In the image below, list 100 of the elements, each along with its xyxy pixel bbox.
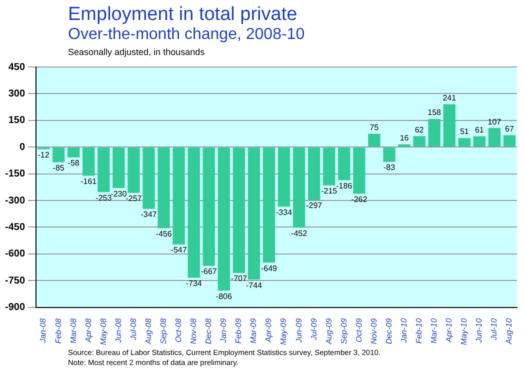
data-label: 158 xyxy=(428,108,442,118)
data-label: -452 xyxy=(291,228,308,238)
bar xyxy=(443,104,456,147)
x-tick-label: May-09 xyxy=(279,318,288,346)
bar xyxy=(428,118,440,147)
x-tick-label: Sep-09 xyxy=(339,318,348,344)
x-tick-label: Apr-09 xyxy=(264,318,274,344)
x-tick-label: Oct-09 xyxy=(354,318,364,342)
bar xyxy=(383,148,396,162)
data-label: -215 xyxy=(321,186,338,196)
bar xyxy=(262,148,276,263)
data-label: -257 xyxy=(126,194,142,204)
x-tick-label: May-08 xyxy=(98,318,108,346)
bar xyxy=(488,128,501,147)
chart-title: Employment in total private xyxy=(68,4,298,25)
data-label: -253 xyxy=(96,193,112,202)
bar xyxy=(188,148,200,278)
bar xyxy=(308,148,320,200)
data-label: -186 xyxy=(336,181,353,190)
data-label: 51 xyxy=(460,127,470,136)
x-tick-label: Apr-10 xyxy=(444,318,454,344)
x-tick-label: Jan-10 xyxy=(399,318,408,344)
x-tick-label: Dec-08 xyxy=(204,318,214,344)
data-label: -734 xyxy=(186,278,202,288)
data-label: -707 xyxy=(230,274,248,284)
bar xyxy=(458,138,470,147)
data-label: 241 xyxy=(442,93,457,102)
data-label: 107 xyxy=(488,117,502,126)
bar xyxy=(292,148,306,228)
bar xyxy=(202,148,215,266)
x-tick-label: Jun-09 xyxy=(294,318,304,344)
x-tick-label: Jul-09 xyxy=(309,318,318,342)
x-tick-label: Feb-10 xyxy=(414,318,424,344)
data-label: -262 xyxy=(351,194,368,204)
x-tick-label: Apr-08 xyxy=(84,318,93,344)
data-label: -744 xyxy=(246,280,263,290)
y-tick-label: 150 xyxy=(8,115,26,126)
bar xyxy=(323,148,336,186)
bar xyxy=(142,148,155,209)
x-tick-label: Dec-09 xyxy=(384,318,394,344)
x-tick-label: Sep-08 xyxy=(158,318,168,344)
x-tick-label: Jun-10 xyxy=(474,318,484,344)
data-label: -297 xyxy=(306,201,323,210)
x-tick-label: Mar-08 xyxy=(68,318,78,344)
y-tick-label: -450 xyxy=(5,222,26,233)
data-label: -649 xyxy=(260,264,278,273)
chart-subtitle: Over-the-month change, 2008-10 xyxy=(68,25,306,44)
bar xyxy=(278,148,290,207)
y-tick-label: -300 xyxy=(5,195,26,206)
x-tick-label: Jul-10 xyxy=(490,318,499,342)
x-tick-label: Jan-09 xyxy=(219,318,228,344)
x-tick-label: Jul-08 xyxy=(128,318,138,342)
bar xyxy=(52,148,65,162)
x-tick-label: Aug-10 xyxy=(504,318,514,346)
y-tick-label: -900 xyxy=(5,302,26,314)
data-label: 16 xyxy=(400,133,410,142)
bar xyxy=(172,148,185,244)
bar xyxy=(82,148,95,176)
data-label: 67 xyxy=(505,124,514,134)
bar xyxy=(68,148,80,158)
y-tick-label: 0 xyxy=(19,142,26,153)
data-label: -58 xyxy=(68,158,80,168)
bar xyxy=(368,134,380,147)
bar xyxy=(98,148,110,192)
bar xyxy=(218,148,230,291)
data-label: -456 xyxy=(156,229,172,238)
bar xyxy=(353,148,366,194)
data-label: 62 xyxy=(414,125,424,134)
bar xyxy=(158,148,170,228)
data-label: 61 xyxy=(474,125,484,134)
data-label: -547 xyxy=(170,246,188,255)
x-tick-label: Jun-08 xyxy=(114,318,123,344)
y-tick-label: 450 xyxy=(8,62,26,73)
bar xyxy=(112,148,125,188)
data-label: -161 xyxy=(80,176,98,186)
x-tick-label: Aug-09 xyxy=(324,318,334,346)
bar xyxy=(473,136,486,147)
y-axis-title: Seasonally adjusted, in thousands xyxy=(68,47,206,58)
y-tick-label: -600 xyxy=(5,248,26,260)
bar xyxy=(232,148,246,273)
x-tick-label: Feb-09 xyxy=(234,318,244,344)
bar xyxy=(413,136,426,147)
data-label: -347 xyxy=(140,210,158,220)
y-tick-label: -750 xyxy=(5,275,26,286)
data-label: 75 xyxy=(370,122,380,132)
y-tick-label: 300 xyxy=(8,88,26,100)
bar xyxy=(503,135,516,147)
bar xyxy=(248,148,260,280)
x-tick-label: Nov-09 xyxy=(369,318,378,344)
data-label: -83 xyxy=(383,163,396,172)
x-tick-label: Aug-08 xyxy=(144,318,153,346)
bar xyxy=(128,148,140,193)
bar xyxy=(338,148,350,180)
x-tick-label: Mar-10 xyxy=(430,318,439,344)
x-tick-label: Mar-09 xyxy=(249,318,258,344)
data-label: -12 xyxy=(38,150,50,160)
x-tick-label: May-10 xyxy=(460,318,469,346)
data-label: -334 xyxy=(276,208,293,217)
data-label: -806 xyxy=(216,292,232,301)
x-tick-label: Oct-08 xyxy=(174,318,184,342)
